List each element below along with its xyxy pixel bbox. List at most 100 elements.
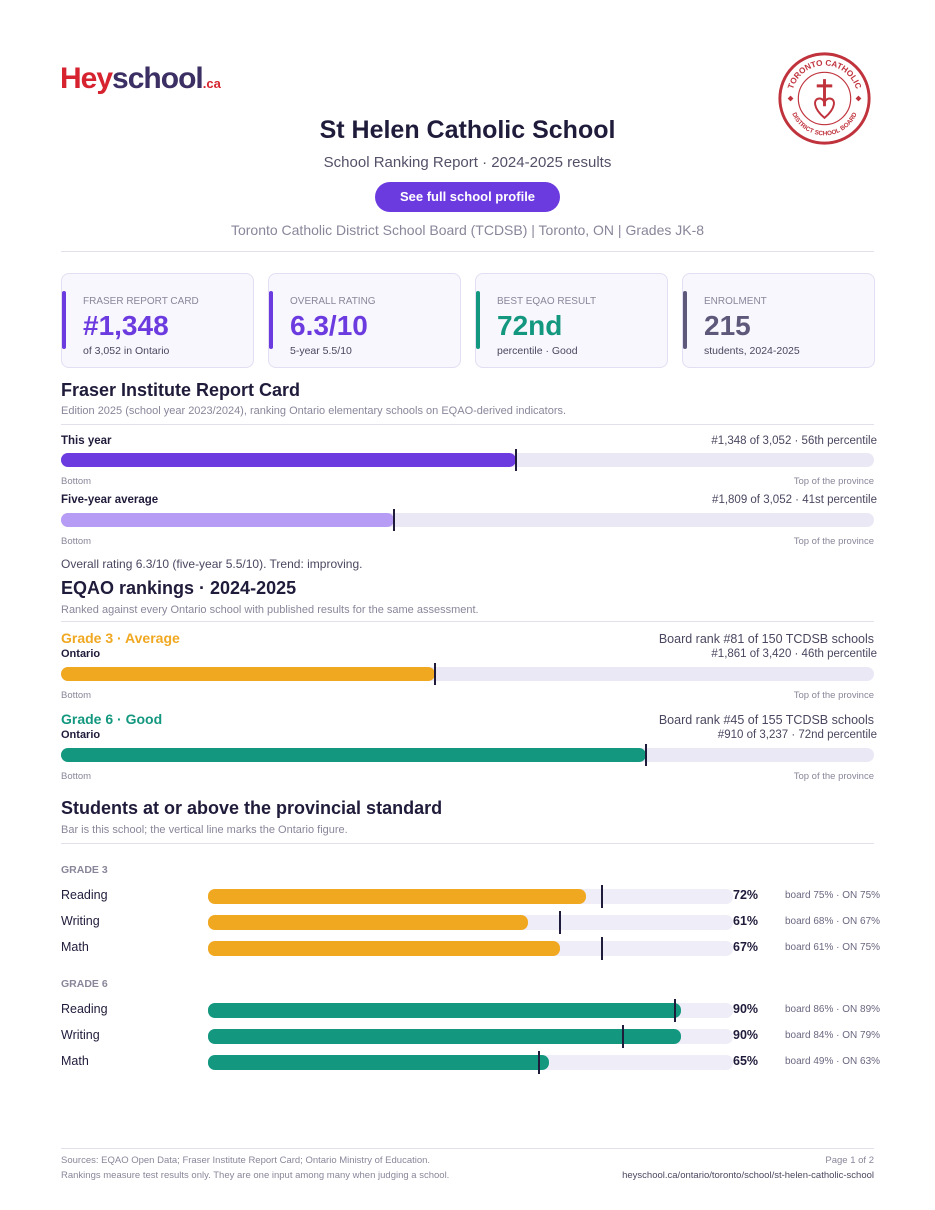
card-accent [683, 291, 687, 349]
standard-track [208, 1051, 733, 1074]
logo-ca-text: .ca [202, 76, 221, 91]
logo-hey-text: Hey [60, 62, 113, 95]
subject-label: Writing [61, 914, 100, 928]
fraser-track-five-year [61, 509, 874, 531]
footer-sources: Sources: EQAO Open Data; Fraser Institut… [61, 1155, 431, 1166]
divider [61, 424, 874, 425]
card-accent [62, 291, 66, 349]
footer-url[interactable]: heyschool.ca/ontario/toronto/school/st-h… [622, 1170, 874, 1181]
tcdsb-seal-logo: TORONTO CATHOLIC DISTRICT SCHOOL BOARD [778, 52, 871, 145]
footer-page: Page 1 of 2 [825, 1155, 874, 1166]
eqao-sub-label: Ontario [61, 648, 101, 660]
standard-track [208, 911, 733, 934]
divider [61, 843, 874, 844]
card-overall-rating: OVERALL RATING 6.3/10 5-year 5.5/10 [268, 273, 461, 368]
footer-disclaimer: Rankings measure test results only. They… [61, 1170, 450, 1181]
logo-school-text: school [112, 62, 204, 95]
axis-top-label: Top of the province [793, 476, 874, 487]
school-title: St Helen Catholic School [319, 116, 616, 144]
eqao-heading: EQAO rankings · 2024-2025 [61, 578, 297, 598]
eqao-sub-label: Ontario [61, 729, 101, 741]
board-ontario-comparison: board 84% · ON 79% [785, 1030, 881, 1041]
school-meta: Toronto Catholic District School Board (… [230, 222, 705, 238]
ontario-marker [674, 999, 677, 1022]
axis-bottom-label: Bottom [61, 690, 92, 701]
axis-bottom-label: Bottom [61, 771, 92, 782]
standard-heading: Students at or above the provincial stan… [61, 798, 443, 818]
subject-label: Reading [61, 1002, 108, 1016]
standard-track [208, 937, 733, 960]
eqao-track-grade6 [61, 744, 874, 766]
grade-caption: GRADE 3 [61, 864, 108, 876]
fraser-marker-this-year [515, 449, 518, 471]
standard-track [208, 885, 733, 908]
fraser-row-rank: #1,348 of 3,052 · 56th percentile [711, 435, 877, 447]
school-result-bar [208, 941, 560, 956]
card-value: #1,348 [83, 310, 169, 341]
subject-label: Math [61, 1054, 89, 1068]
card-best-eqao: BEST EQAO RESULT 72nd percentile · Good [475, 273, 668, 368]
ontario-marker [537, 1051, 540, 1074]
standard-track [208, 1025, 733, 1048]
school-percent: 90% [733, 1002, 759, 1016]
eqao-board-rank: Board rank #81 of 150 TCDSB schools [658, 632, 874, 646]
eqao-grade-head: Grade 3 · Average [61, 630, 180, 646]
fraser-fill-five-year [61, 513, 395, 527]
subject-label: Writing [61, 1028, 100, 1042]
card-fraser: FRASER REPORT CARD #1,348 of 3,052 in On… [61, 273, 254, 368]
school-result-bar [208, 1003, 681, 1018]
report-subtitle: School Ranking Report · 2024-2025 result… [323, 154, 612, 171]
card-label: ENROLMENT [704, 296, 767, 307]
axis-top-label: Top of the province [793, 536, 874, 547]
ontario-marker [621, 1025, 624, 1048]
school-percent: 65% [733, 1054, 759, 1068]
eqao-note: Ranked against every Ontario school with… [61, 604, 479, 616]
card-sub: 5-year 5.5/10 [290, 345, 352, 357]
eqao-fill-grade6 [61, 748, 647, 762]
board-ontario-comparison: board 68% · ON 67% [785, 916, 881, 927]
eqao-marker-grade3 [433, 663, 436, 685]
school-result-bar [208, 1029, 681, 1044]
subject-label: Reading [61, 888, 108, 902]
fraser-fill-this-year [61, 453, 517, 467]
school-result-bar [208, 1055, 550, 1070]
card-sub: of 3,052 in Ontario [83, 345, 170, 357]
footer-divider [61, 1148, 874, 1149]
school-percent: 90% [733, 1028, 759, 1042]
standard-track [208, 999, 733, 1022]
see-full-profile-button[interactable]: See full school profile [375, 182, 560, 212]
board-ontario-comparison: board 61% · ON 75% [785, 942, 881, 953]
card-value: 72nd [497, 310, 563, 341]
heyschool-logo[interactable]: Heyschool.ca [60, 62, 221, 96]
eqao-marker-grade6 [645, 744, 648, 766]
axis-top-label: Top of the province [793, 690, 874, 701]
school-percent: 67% [733, 940, 759, 954]
card-label: BEST EQAO RESULT [497, 296, 597, 307]
eqao-ontario-rank: #910 of 3,237 · 72nd percentile [717, 729, 877, 741]
axis-bottom-label: Bottom [61, 536, 92, 547]
eqao-fill-grade3 [61, 667, 435, 681]
divider [61, 251, 874, 252]
fraser-heading: Fraser Institute Report Card [61, 380, 301, 400]
card-value: 6.3/10 [290, 310, 368, 341]
card-value: 215 [704, 310, 751, 341]
divider [61, 621, 874, 622]
fraser-row-label: Five-year average [61, 494, 159, 506]
fraser-summary: Overall rating 6.3/10 (five-year 5.5/10)… [61, 557, 363, 571]
eqao-track-grade3 [61, 663, 874, 685]
axis-top-label: Top of the province [793, 771, 874, 782]
card-label: FRASER REPORT CARD [83, 296, 199, 307]
eqao-ontario-rank: #1,861 of 3,420 · 46th percentile [711, 648, 877, 660]
school-percent: 72% [733, 888, 759, 902]
fraser-row-label: This year [61, 435, 112, 447]
standard-note: Bar is this school; the vertical line ma… [61, 824, 348, 836]
board-ontario-comparison: board 49% · ON 63% [785, 1056, 881, 1067]
card-accent [476, 291, 480, 349]
school-percent: 61% [733, 914, 759, 928]
fraser-marker-five-year [393, 509, 396, 531]
card-sub: percentile · Good [497, 345, 578, 357]
eqao-board-rank: Board rank #45 of 155 TCDSB schools [658, 713, 874, 727]
eqao-grade-head: Grade 6 · Good [61, 711, 163, 727]
ontario-marker [600, 885, 603, 908]
grade-caption: GRADE 6 [61, 978, 108, 990]
